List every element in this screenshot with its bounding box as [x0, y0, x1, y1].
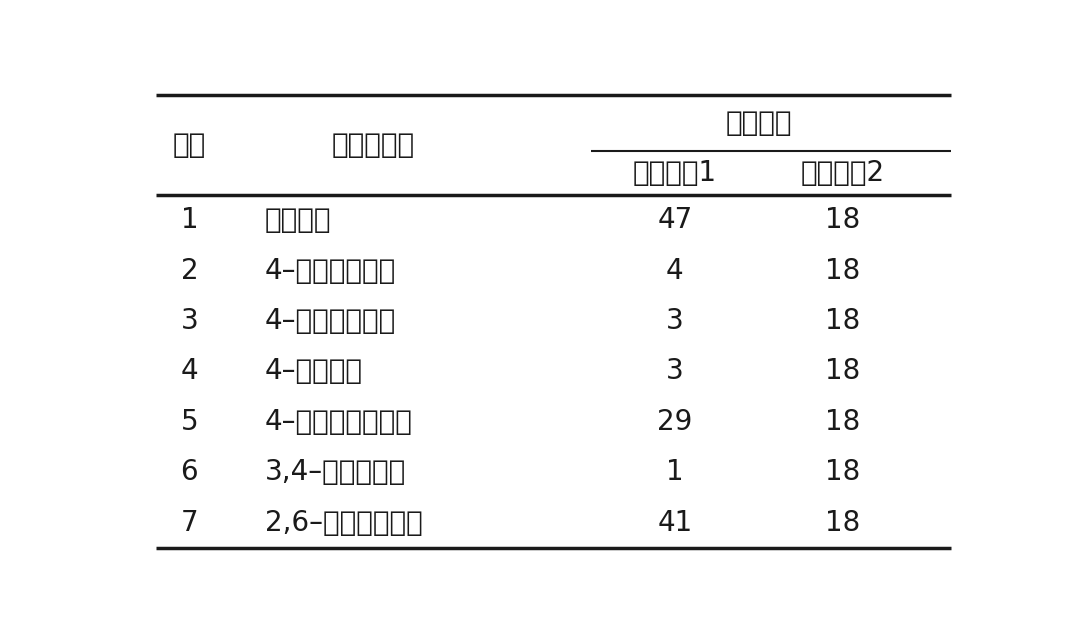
- Text: 4–乙基愈创木酚: 4–乙基愈创木酚: [265, 307, 396, 335]
- Text: 18: 18: [825, 408, 860, 436]
- Text: 18: 18: [825, 206, 860, 234]
- Text: 7: 7: [180, 509, 199, 537]
- Text: 质量分数: 质量分数: [726, 109, 792, 137]
- Text: 18: 18: [825, 307, 860, 335]
- Text: 18: 18: [825, 358, 860, 386]
- Text: 香基单元1: 香基单元1: [633, 159, 717, 187]
- Text: 3: 3: [666, 358, 684, 386]
- Text: 47: 47: [658, 206, 692, 234]
- Text: 烟熏香成分: 烟熏香成分: [332, 131, 415, 159]
- Text: 香基单元2: 香基单元2: [800, 159, 885, 187]
- Text: 4–乙烯基愈创木酚: 4–乙烯基愈创木酚: [265, 408, 413, 436]
- Text: 序号: 序号: [173, 131, 206, 159]
- Text: 1: 1: [666, 458, 684, 486]
- Text: 18: 18: [825, 257, 860, 284]
- Text: 4–乙基苯酚: 4–乙基苯酚: [265, 358, 363, 386]
- Text: 愈创木酚: 愈创木酚: [265, 206, 332, 234]
- Text: 29: 29: [657, 408, 692, 436]
- Text: 1: 1: [180, 206, 199, 234]
- Text: 5: 5: [180, 408, 199, 436]
- Text: 41: 41: [658, 509, 692, 537]
- Text: 3,4–二甲基苯酚: 3,4–二甲基苯酚: [265, 458, 406, 486]
- Text: 4: 4: [180, 358, 199, 386]
- Text: 6: 6: [180, 458, 199, 486]
- Text: 2: 2: [180, 257, 199, 284]
- Text: 3: 3: [666, 307, 684, 335]
- Text: 4–甲基愈创木酚: 4–甲基愈创木酚: [265, 257, 396, 284]
- Text: 4: 4: [666, 257, 684, 284]
- Text: 2,6–二甲氧基苯酚: 2,6–二甲氧基苯酚: [265, 509, 422, 537]
- Text: 18: 18: [825, 509, 860, 537]
- Text: 3: 3: [180, 307, 199, 335]
- Text: 18: 18: [825, 458, 860, 486]
